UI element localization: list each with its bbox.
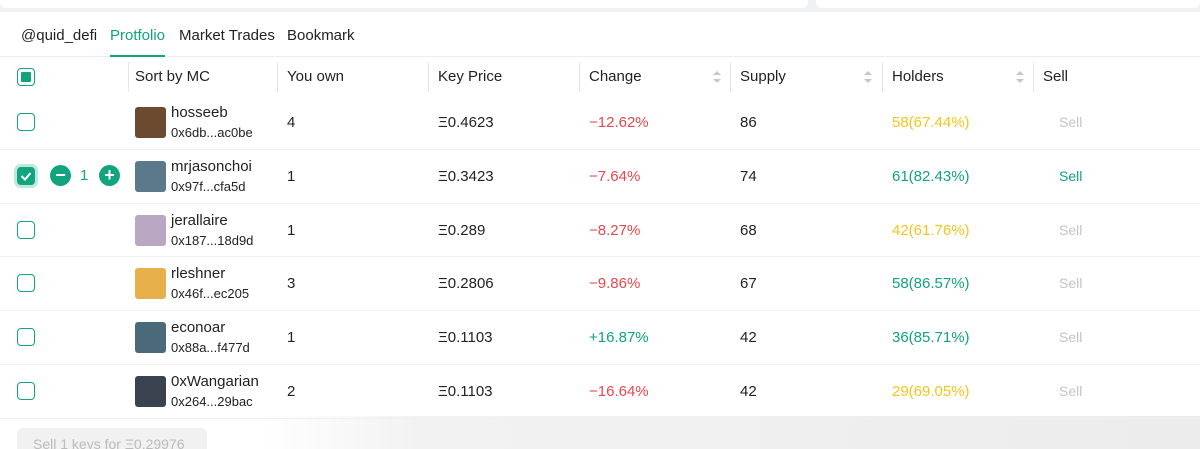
row-checkbox[interactable]: [17, 382, 35, 400]
column-header: Key Price: [438, 68, 503, 85]
row-checkbox[interactable]: [17, 113, 35, 131]
column-separator: [277, 62, 278, 92]
panel-top: [0, 0, 808, 8]
tab[interactable]: @quid_defi: [21, 27, 98, 44]
increment-button[interactable]: +: [99, 164, 120, 186]
row-divider: [0, 148, 1200, 150]
row-divider: [0, 202, 1200, 204]
column-header[interactable]: Change: [589, 68, 642, 85]
user-name[interactable]: hosseeb: [171, 104, 228, 121]
change: −16.64%: [589, 383, 649, 400]
holders: 42(61.76%): [892, 221, 970, 239]
tab[interactable]: Bookmark: [287, 27, 355, 44]
sort-icon[interactable]: [863, 69, 873, 85]
sell-link: Sell: [1059, 329, 1083, 346]
column-separator: [1033, 62, 1034, 92]
user-name[interactable]: mrjasonchoi: [171, 157, 252, 175]
own: 3: [287, 275, 296, 293]
column-separator: [128, 62, 129, 92]
column-header[interactable]: Supply: [740, 68, 786, 85]
change: +16.87%: [589, 329, 649, 347]
sell-link[interactable]: Sell: [1059, 167, 1083, 184]
own: 4: [287, 114, 296, 131]
tab[interactable]: Protfolio: [110, 27, 166, 44]
column-separator: [579, 62, 580, 92]
supply: 86: [740, 114, 757, 131]
user-address: 0x97f...cfa5d: [171, 178, 246, 194]
column-separator: [730, 62, 731, 92]
row-checkbox[interactable]: [17, 274, 35, 293]
tab[interactable]: Market Trades: [179, 27, 275, 44]
avatar: [135, 376, 166, 407]
column-separator: [882, 62, 883, 92]
sell-link: Sell: [1059, 221, 1083, 238]
own: 1: [287, 329, 296, 347]
change: −12.62%: [589, 114, 649, 131]
key-price: Ξ0.1103: [438, 329, 493, 347]
own: 1: [287, 167, 296, 185]
own: 1: [287, 221, 296, 239]
key-price: Ξ0.3423: [438, 167, 494, 185]
column-header: You own: [287, 68, 344, 85]
user-name[interactable]: rleshner: [171, 265, 226, 283]
user-name[interactable]: jerallaire: [171, 211, 228, 229]
supply: 42: [740, 329, 757, 347]
key-price: Ξ0.289: [438, 221, 486, 239]
avatar: [135, 214, 166, 246]
key-price: Ξ0.2806: [438, 275, 494, 293]
user-address: 0x88a...f477d: [171, 340, 250, 356]
row-checkbox[interactable]: [17, 328, 35, 347]
tab-underline: [110, 55, 165, 57]
sort-icon[interactable]: [1015, 69, 1025, 85]
select-all-checkbox[interactable]: [17, 68, 35, 86]
row-divider: [0, 364, 1200, 365]
supply: 42: [740, 383, 757, 400]
holders: 58(67.44%): [892, 114, 970, 131]
quantity: 1: [80, 166, 89, 184]
column-separator: [428, 62, 429, 92]
user-name[interactable]: 0xWangarian: [171, 373, 259, 390]
sell-link: Sell: [1059, 114, 1083, 130]
decrement-button[interactable]: −: [50, 164, 71, 186]
holders: 36(85.71%): [892, 329, 970, 347]
holders: 29(69.05%): [892, 383, 970, 400]
sell-link: Sell: [1059, 275, 1083, 292]
change: −9.86%: [589, 275, 641, 293]
column-header: Sell: [1043, 68, 1069, 85]
key-price: Ξ0.1103: [438, 383, 493, 400]
sell-link: Sell: [1059, 383, 1083, 399]
avatar: [135, 160, 166, 192]
holders: 58(86.57%): [892, 275, 970, 293]
row-divider: [0, 256, 1200, 258]
user-name[interactable]: econoar: [171, 319, 226, 337]
row-divider: [0, 418, 1200, 419]
key-price: Ξ0.4623: [438, 114, 494, 131]
column-header[interactable]: Holders: [892, 68, 944, 85]
own: 2: [287, 383, 296, 400]
user-address: 0x264...29bac: [171, 394, 253, 409]
avatar: [135, 268, 166, 300]
user-address: 0x187...18d9d: [171, 232, 254, 248]
panel-top: [816, 0, 1200, 8]
supply: 74: [740, 167, 757, 185]
avatar: [135, 107, 166, 138]
user-address: 0x46f...ec205: [171, 286, 250, 302]
change: −7.64%: [589, 167, 641, 185]
row-divider: [0, 310, 1200, 312]
sell-button[interactable]: Sell 1 keys for Ξ0.29976: [17, 428, 207, 449]
row-checkbox[interactable]: [17, 166, 35, 185]
sort-icon[interactable]: [712, 69, 722, 85]
supply: 67: [740, 275, 757, 293]
column-header: Sort by MC: [135, 68, 211, 85]
change: −8.27%: [589, 221, 641, 239]
tab-divider: [0, 56, 1200, 57]
avatar: [135, 322, 166, 354]
row-checkbox[interactable]: [17, 220, 35, 239]
supply: 68: [740, 221, 757, 239]
user-address: 0x6db...ac0be: [171, 125, 253, 140]
holders: 61(82.43%): [892, 167, 970, 185]
